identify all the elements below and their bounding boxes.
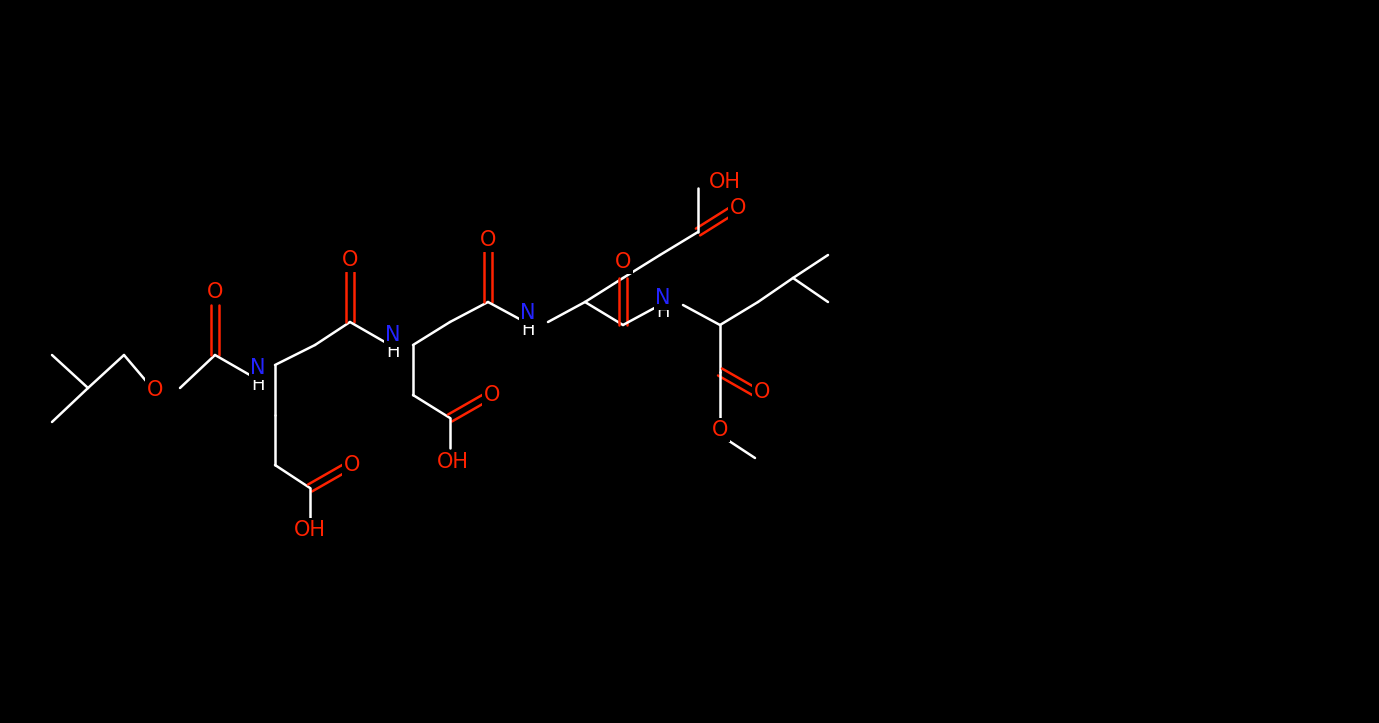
Text: O: O [480,230,496,250]
Text: O: O [484,385,501,405]
Text: O: O [712,420,728,440]
Text: O: O [342,250,359,270]
Text: N: N [655,288,670,308]
Text: H: H [386,343,400,361]
Text: O: O [207,282,223,302]
Text: H: H [656,303,670,321]
Text: O: O [754,382,771,402]
Text: N: N [520,303,536,323]
Text: O: O [146,380,163,400]
Text: O: O [343,455,360,475]
Text: H: H [521,321,535,339]
Text: O: O [615,252,632,272]
Text: H: H [251,376,265,394]
Text: OH: OH [709,172,741,192]
Text: O: O [729,198,746,218]
Text: OH: OH [437,452,469,472]
Text: N: N [250,358,266,378]
Text: N: N [385,325,401,345]
Text: OH: OH [294,520,325,540]
